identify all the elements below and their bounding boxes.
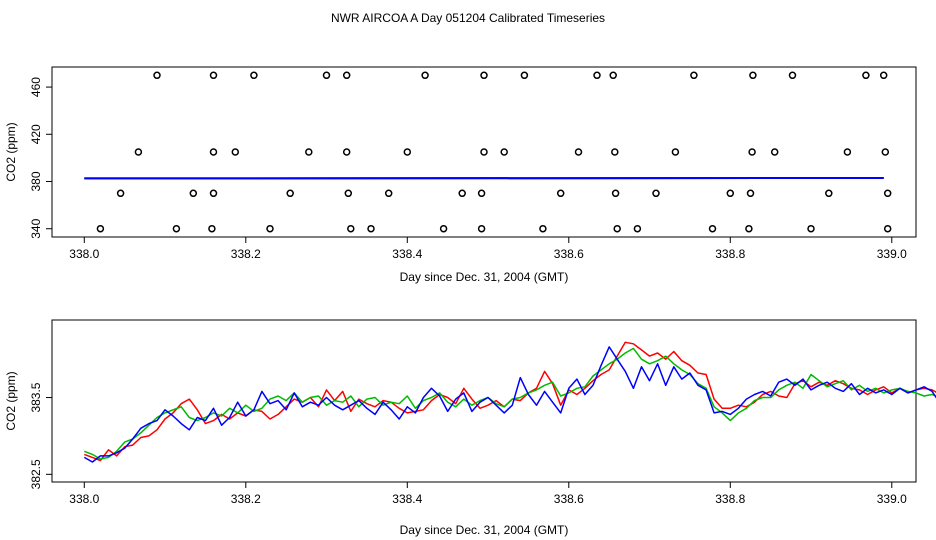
scatter-point — [209, 189, 218, 198]
top-xaxis: 338.0 338.2 338.4 338.6 338.8 339.0 — [69, 236, 907, 261]
scatter-point — [439, 224, 448, 233]
scatter-point — [458, 189, 466, 198]
scatter-point — [477, 189, 486, 198]
scatter-point — [611, 189, 620, 198]
scatter-point — [825, 189, 833, 198]
scatter-point — [613, 224, 621, 233]
scatter-point — [879, 71, 888, 80]
scatter-point — [883, 189, 892, 198]
top-panel: 338.0 338.2 338.4 338.6 338.8 339.0 340 380 420… — [4, 66, 917, 284]
scatter-point — [883, 224, 892, 233]
y-tick-label: 460 — [29, 77, 43, 97]
scatter-point — [286, 189, 294, 198]
scatter-point — [342, 148, 351, 156]
scatter-point — [344, 189, 353, 198]
scatter-point — [671, 148, 680, 156]
scatter-point — [250, 71, 258, 80]
scatter-point — [96, 224, 105, 233]
scatter-point — [153, 71, 161, 80]
scatter-point — [746, 189, 755, 198]
x-tick-label: 339.0 — [877, 492, 907, 506]
scatter-point — [209, 71, 218, 80]
x-tick-label: 338.0 — [69, 247, 99, 261]
x-tick-label: 338.4 — [392, 492, 422, 506]
scatter-point — [770, 148, 779, 156]
scatter-point — [134, 148, 143, 156]
x-tick-label: 338.0 — [69, 492, 99, 506]
scatter-point — [384, 189, 393, 198]
scatter-point — [231, 148, 240, 156]
bottom-yaxis: 382.5 383.5 — [29, 382, 53, 489]
bottom-xlabel: Day since Dec. 31, 2004 (GMT) — [400, 523, 569, 537]
scatter-point — [539, 224, 547, 233]
scatter-point — [843, 148, 852, 156]
scatter-point — [209, 148, 218, 156]
x-tick-label: 338.2 — [231, 492, 261, 506]
x-tick-label: 338.6 — [554, 247, 584, 261]
scatter-point — [342, 71, 351, 80]
scatter-point — [477, 224, 486, 233]
scatter-point — [788, 71, 797, 80]
scatter-point — [708, 224, 717, 233]
chart-title: NWR AIRCOA A Day 051204 Calibrated Times… — [331, 11, 605, 25]
scatter-point — [322, 71, 331, 80]
scatter-point — [652, 189, 660, 198]
scatter-point — [208, 224, 216, 233]
scatter-point — [116, 189, 125, 198]
x-tick-label: 338.8 — [715, 247, 745, 261]
x-tick-label: 338.6 — [554, 492, 584, 506]
scatter-point — [421, 71, 429, 80]
series-line — [84, 347, 936, 460]
scatter-point — [480, 71, 488, 80]
y-tick-label: 420 — [29, 124, 43, 144]
scatter-point — [480, 148, 488, 156]
y-tick-label: 340 — [29, 218, 43, 238]
scatter-point — [266, 224, 274, 233]
bottom-ylabel: CO2 (ppm) — [4, 371, 18, 430]
top-plot-frame — [51, 66, 917, 238]
top-points — [96, 71, 892, 233]
x-tick-label: 339.0 — [877, 247, 907, 261]
scatter-point — [593, 71, 601, 80]
bottom-panel: 338.0 338.2 338.4 338.6 338.8 339.0 382.5 383.… — [4, 319, 936, 537]
y-tick-label: 380 — [29, 171, 43, 191]
scatter-point — [500, 148, 508, 156]
scatter-point — [690, 71, 698, 80]
series-line — [83, 346, 936, 463]
scatter-point — [172, 224, 181, 233]
x-tick-label: 338.8 — [715, 492, 745, 506]
scatter-point — [633, 224, 642, 233]
scatter-point — [189, 189, 198, 198]
scatter-point — [574, 148, 583, 156]
scatter-point — [367, 224, 375, 233]
top-xlabel: Day since Dec. 31, 2004 (GMT) — [400, 270, 569, 284]
bottom-plot-frame — [51, 319, 917, 483]
x-tick-label: 338.2 — [231, 247, 261, 261]
scatter-point — [520, 71, 529, 80]
scatter-point — [881, 148, 890, 156]
y-tick-label: 383.5 — [29, 382, 43, 412]
scatter-point — [609, 71, 617, 80]
scatter-point — [748, 148, 756, 156]
y-tick-label: 382.5 — [29, 459, 43, 489]
scatter-point — [749, 71, 757, 80]
x-tick-label: 338.4 — [392, 247, 422, 261]
scatter-point — [611, 148, 619, 156]
bottom-lines — [83, 341, 936, 463]
scatter-point — [347, 224, 355, 233]
scatter-point — [745, 224, 753, 233]
top-yaxis: 340 380 420 460 — [29, 77, 53, 239]
scatter-point — [862, 71, 870, 80]
top-ylabel: CO2 (ppm) — [4, 122, 18, 181]
scatter-point — [726, 189, 735, 198]
scatter-point — [403, 148, 412, 156]
bottom-xaxis: 338.0 338.2 338.4 338.6 338.8 339.0 — [69, 481, 907, 506]
scatter-point — [807, 224, 815, 233]
scatter-point — [556, 189, 565, 198]
scatter-point — [305, 148, 313, 156]
